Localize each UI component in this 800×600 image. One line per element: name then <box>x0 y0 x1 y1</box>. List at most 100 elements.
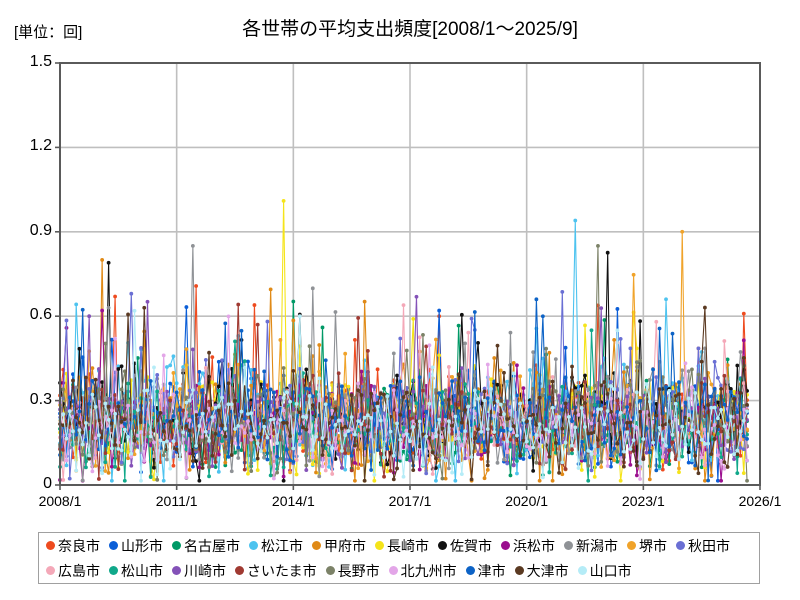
data-point-marker <box>216 452 221 457</box>
data-point-marker <box>152 440 156 445</box>
data-point-marker <box>453 478 458 483</box>
data-point-marker <box>463 382 467 387</box>
data-point-marker <box>216 359 221 364</box>
legend-item-長崎市[interactable]: 長崎市 <box>375 539 429 553</box>
data-point-marker <box>560 408 565 412</box>
data-point-marker <box>304 427 309 432</box>
data-point-marker <box>77 420 82 425</box>
data-point-marker <box>340 418 344 423</box>
data-point-marker <box>560 472 565 477</box>
data-point-marker <box>346 429 351 433</box>
data-point-marker <box>284 448 289 452</box>
data-point-marker <box>735 410 740 414</box>
data-point-marker <box>673 457 678 462</box>
data-point-marker <box>421 432 425 437</box>
data-point-marker <box>233 441 237 445</box>
data-point-marker <box>699 359 704 364</box>
data-point-marker <box>660 423 665 428</box>
data-point-marker <box>168 438 173 443</box>
data-point-marker <box>605 392 610 396</box>
legend-item-津市[interactable]: 津市 <box>465 564 506 578</box>
data-point-marker <box>498 368 503 373</box>
legend-item-名古屋市[interactable]: 名古屋市 <box>172 539 240 553</box>
legend-item-山形市[interactable]: 山形市 <box>109 539 163 553</box>
data-point-marker <box>178 457 182 462</box>
data-point-marker <box>148 443 153 448</box>
data-point-marker <box>732 457 736 461</box>
data-point-marker <box>320 453 325 457</box>
data-point-marker <box>365 398 370 402</box>
data-point-marker <box>246 359 250 364</box>
data-point-marker <box>440 390 445 394</box>
data-point-marker <box>291 446 296 451</box>
data-point-marker <box>294 401 299 406</box>
data-point-marker <box>401 449 406 454</box>
legend-item-川崎市[interactable]: 川崎市 <box>172 564 226 578</box>
legend-item-さいたま市[interactable]: さいたま市 <box>235 564 317 578</box>
legend-item-大津市[interactable]: 大津市 <box>514 562 569 579</box>
data-point-marker <box>673 394 678 398</box>
data-point-marker <box>654 319 659 324</box>
data-point-marker <box>706 403 711 407</box>
data-point-marker <box>479 449 484 454</box>
data-point-marker <box>553 389 558 394</box>
data-point-marker <box>664 297 668 302</box>
data-point-marker <box>615 328 620 333</box>
data-point-marker <box>651 367 655 372</box>
data-point-marker <box>226 381 231 386</box>
data-point-marker <box>297 410 302 415</box>
data-point-marker <box>563 440 568 445</box>
legend-item-浜松市[interactable]: 浜松市 <box>501 539 555 553</box>
data-point-marker <box>680 368 685 373</box>
data-point-marker <box>375 401 380 405</box>
data-point-marker <box>317 376 322 381</box>
data-point-marker <box>255 322 260 327</box>
data-point-marker <box>395 466 399 471</box>
data-point-marker <box>735 448 740 453</box>
data-point-marker <box>278 437 283 442</box>
legend-item-広島市[interactable]: 広島市 <box>46 564 100 578</box>
data-point-marker <box>330 425 335 430</box>
data-point-marker <box>505 439 510 444</box>
data-point-marker <box>207 417 211 422</box>
legend-label: 大津市 <box>526 562 569 579</box>
legend-item-奈良市[interactable]: 奈良市 <box>46 539 100 553</box>
data-point-marker <box>498 428 503 433</box>
legend-item-秋田市[interactable]: 秋田市 <box>676 539 730 553</box>
data-point-marker <box>719 407 724 412</box>
data-point-marker <box>686 442 691 447</box>
data-point-marker <box>356 381 361 386</box>
legend-item-甲府市[interactable]: 甲府市 <box>312 539 366 553</box>
data-point-marker <box>521 418 526 422</box>
data-point-marker <box>612 387 617 391</box>
legend-item-松山市[interactable]: 松山市 <box>109 564 163 578</box>
data-point-marker <box>670 432 675 437</box>
data-point-marker <box>119 387 124 392</box>
legend-item-堺市[interactable]: 堺市 <box>627 539 667 553</box>
data-point-marker <box>570 447 574 452</box>
data-point-marker <box>641 457 646 462</box>
data-point-marker <box>365 349 370 353</box>
data-point-marker <box>683 400 688 405</box>
legend-item-松江市[interactable]: 松江市 <box>249 539 303 553</box>
data-point-marker <box>664 443 668 448</box>
data-point-marker <box>165 365 169 369</box>
data-point-marker <box>216 469 221 474</box>
data-point-marker <box>100 258 105 262</box>
legend-item-佐賀市[interactable]: 佐賀市 <box>438 539 492 553</box>
data-point-marker <box>109 408 114 413</box>
legend-item-長野市[interactable]: 長野市 <box>325 564 380 578</box>
data-point-marker <box>255 441 260 446</box>
data-point-marker <box>531 412 536 417</box>
data-point-marker <box>579 406 584 410</box>
data-point-marker <box>417 335 422 340</box>
legend-item-新潟市[interactable]: 新潟市 <box>564 539 618 553</box>
data-point-marker <box>592 474 597 479</box>
data-point-marker <box>505 461 510 466</box>
data-point-marker <box>87 453 92 458</box>
data-point-marker <box>654 454 659 459</box>
legend-item-北九州市[interactable]: 北九州市 <box>388 564 457 578</box>
legend-item-山口市[interactable]: 山口市 <box>577 564 632 578</box>
data-point-marker <box>168 419 173 424</box>
data-point-marker <box>349 453 354 458</box>
